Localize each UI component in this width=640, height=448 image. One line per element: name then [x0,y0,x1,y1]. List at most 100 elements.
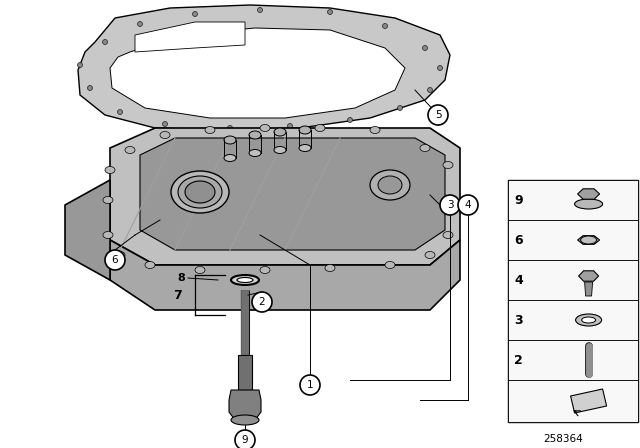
Polygon shape [110,240,460,310]
Circle shape [193,12,198,17]
Circle shape [105,250,125,270]
Bar [508,220,638,260]
Bar [508,300,638,340]
Circle shape [77,63,83,68]
Polygon shape [578,236,600,244]
Text: 258364: 258364 [543,434,583,444]
Polygon shape [578,189,600,199]
Ellipse shape [224,155,236,161]
Text: 7: 7 [173,289,182,302]
Ellipse shape [299,126,311,134]
Circle shape [102,39,108,44]
Ellipse shape [205,126,215,134]
Text: 6: 6 [112,255,118,265]
Ellipse shape [249,150,261,156]
Ellipse shape [105,167,115,173]
Ellipse shape [249,131,261,139]
Ellipse shape [443,232,453,238]
Ellipse shape [445,197,455,203]
Circle shape [438,65,442,70]
Text: 8: 8 [177,273,185,283]
Ellipse shape [378,176,402,194]
Circle shape [397,105,403,111]
Circle shape [227,125,232,130]
Text: 9: 9 [514,194,523,207]
Bar [508,180,638,422]
Circle shape [422,46,428,51]
Bar [508,180,638,220]
Text: 2: 2 [259,297,266,307]
Ellipse shape [231,415,259,425]
Ellipse shape [274,146,286,154]
Ellipse shape [224,136,236,144]
Ellipse shape [420,145,430,151]
Bar [508,380,638,422]
Circle shape [383,23,387,29]
Circle shape [348,117,353,122]
Ellipse shape [185,181,215,203]
Ellipse shape [580,236,596,244]
Polygon shape [135,22,245,52]
Ellipse shape [443,161,453,168]
Polygon shape [140,138,445,250]
Polygon shape [78,5,450,130]
Bar [508,260,638,300]
Circle shape [163,121,168,126]
Ellipse shape [325,264,335,271]
Circle shape [88,86,93,90]
Circle shape [257,8,262,13]
Ellipse shape [575,199,603,209]
Circle shape [440,195,460,215]
Ellipse shape [260,125,270,132]
Circle shape [300,375,320,395]
Ellipse shape [425,251,435,258]
Circle shape [235,430,255,448]
Ellipse shape [370,170,410,200]
Bar [508,340,638,380]
Text: 3: 3 [514,314,523,327]
Ellipse shape [103,197,113,203]
Polygon shape [238,355,252,390]
Circle shape [252,292,272,312]
Text: 3: 3 [447,200,453,210]
Polygon shape [579,271,598,281]
Text: 6: 6 [514,233,523,246]
Ellipse shape [125,146,135,154]
Circle shape [118,109,122,115]
Ellipse shape [315,125,325,132]
Ellipse shape [575,314,602,326]
Polygon shape [571,389,607,413]
Circle shape [428,87,433,92]
Polygon shape [65,180,110,280]
Ellipse shape [299,145,311,151]
Ellipse shape [103,232,113,238]
Ellipse shape [237,277,253,283]
Circle shape [458,195,478,215]
Polygon shape [110,28,405,118]
Ellipse shape [231,275,259,285]
Polygon shape [229,390,261,420]
Ellipse shape [171,171,229,213]
Ellipse shape [160,132,170,138]
Ellipse shape [260,267,270,273]
Text: 2: 2 [514,353,523,366]
Ellipse shape [115,251,125,258]
Ellipse shape [582,317,596,323]
Ellipse shape [145,262,155,268]
Ellipse shape [385,262,395,268]
Circle shape [287,124,292,129]
Circle shape [428,105,448,125]
Circle shape [138,22,143,26]
Polygon shape [584,282,593,296]
Text: 9: 9 [242,435,248,445]
Ellipse shape [195,267,205,273]
Ellipse shape [178,176,222,208]
Ellipse shape [274,128,286,136]
Circle shape [328,9,333,14]
Text: 4: 4 [465,200,471,210]
Ellipse shape [370,126,380,134]
Polygon shape [110,128,460,265]
Text: 5: 5 [435,110,442,120]
Text: 4: 4 [514,273,523,287]
Text: 1: 1 [307,380,314,390]
